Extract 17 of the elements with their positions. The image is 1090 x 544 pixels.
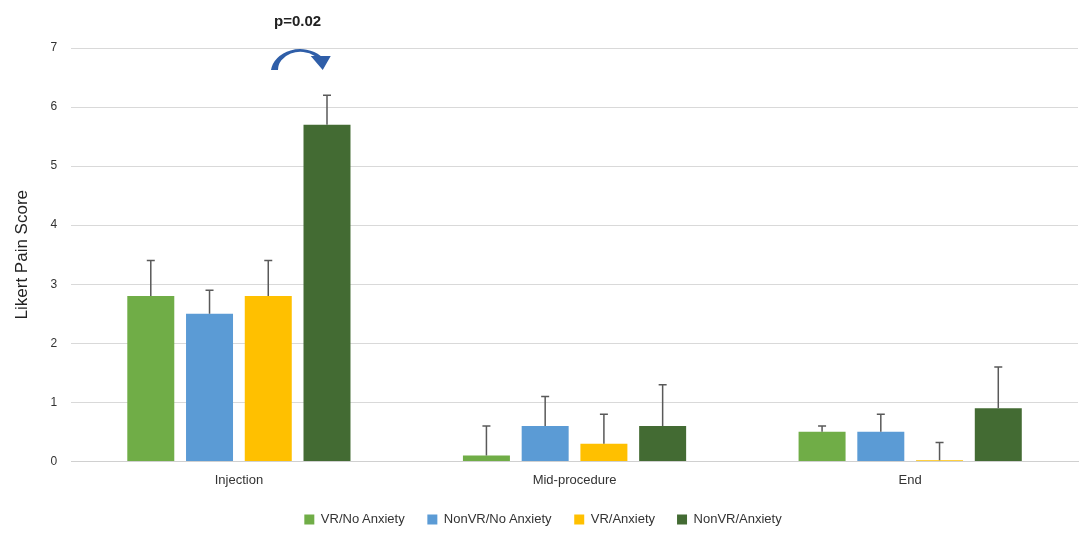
legend-label: VR/Anxiety [590, 511, 656, 527]
text: p=0.02 [274, 12, 322, 30]
y-tick-label: 6 [50, 99, 58, 114]
x-tick-label: Mid-procedure [532, 471, 617, 487]
y-tick-label: 3 [50, 276, 58, 291]
y-axis-title: Likert Pain Score [11, 189, 31, 320]
x-tick-label: Injection [214, 471, 264, 487]
y-tick-label: 2 [50, 335, 58, 350]
y-tick-label: 1 [50, 394, 58, 409]
y-tick-label: 0 [50, 453, 58, 468]
legend-label: NonVR/Anxiety [693, 511, 783, 527]
legend-label: NonVR/No Anxiety [443, 511, 553, 527]
x-tick-label: End [898, 471, 922, 487]
legend-label: VR/No Anxiety [320, 511, 406, 527]
y-tick-label: 7 [50, 40, 58, 55]
y-tick-label: 5 [50, 158, 58, 173]
y-tick-label: 4 [50, 217, 58, 232]
